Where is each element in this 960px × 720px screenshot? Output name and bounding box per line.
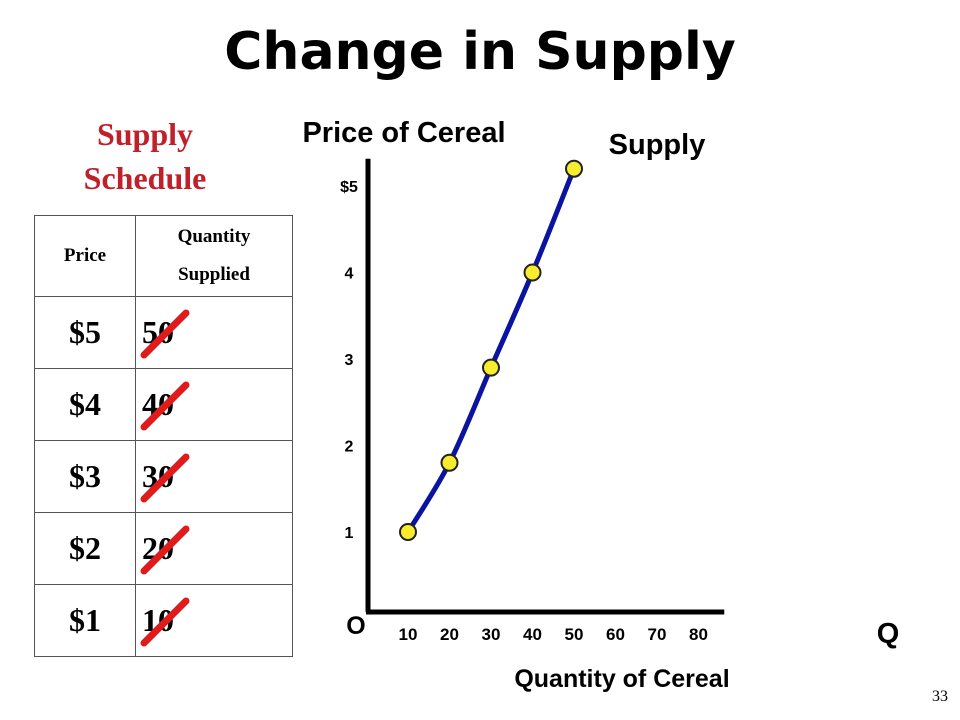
price-cell: $3 [34,440,136,513]
table-row: $1 10 [34,584,293,657]
x-axis-label: Quantity of Cereal [514,665,729,693]
price-column-header: Price [34,215,136,297]
y-tick-labels: $5 4 3 2 1 [340,179,358,542]
data-point [523,263,542,282]
table-row: $5 50 [34,296,293,369]
x-tick-labels: 10 20 30 40 50 60 70 80 [399,625,708,644]
x-axis-symbol: Q [877,618,900,650]
quantity-cell: 30 [135,440,293,513]
y-tick-label: 4 [345,266,354,283]
data-point [399,523,417,541]
check-mark-icon [140,381,190,431]
axes [365,158,725,615]
data-point [565,159,583,178]
x-tick-label: 50 [565,625,584,644]
series-group [399,159,583,541]
table-row: $4 40 [34,368,293,441]
table-row: $2 20 [34,512,293,585]
y-tick-label: $5 [340,179,358,196]
quantity-cell: 20 [135,512,293,585]
x-tick-label: 30 [482,625,501,644]
page-number: 33 [932,688,948,705]
x-tick-label: 10 [399,625,418,644]
check-mark-icon [140,597,190,647]
schedule-heading: Supply Schedule [60,112,230,200]
quantity-cell: 40 [135,368,293,441]
x-tick-label: 60 [606,625,625,644]
price-cell: $4 [34,368,136,441]
origin-label: O [346,612,365,640]
schedule-heading-line2: Schedule [83,160,207,196]
x-tick-label: 80 [689,625,708,644]
data-point [482,358,500,377]
supply-schedule-table: Price Quantity Supplied $5 50 $4 40 $3 3… [34,215,293,657]
slide-title: Change in Supply [224,22,736,82]
price-cell: $1 [34,584,136,657]
series-label: Supply [609,129,706,161]
quantity-column-header: Quantity Supplied [135,215,293,297]
check-mark-icon [140,525,190,575]
y-tick-label: 3 [345,352,354,369]
chart-title: Price of Cereal [302,117,505,149]
check-mark-icon [140,453,190,503]
price-cell: $5 [34,296,136,369]
table-row: $3 30 [34,440,293,513]
x-tick-label: 40 [523,625,542,644]
data-point [440,453,459,472]
table-header-row: Price Quantity Supplied [34,215,293,297]
quantity-cell: 50 [135,296,293,369]
x-tick-label: 20 [440,625,459,644]
y-tick-label: 2 [345,439,354,456]
x-tick-label: 70 [648,625,667,644]
y-tick-label: 1 [345,525,354,542]
quantity-header-line2: Supplied [178,264,250,285]
supply-curve [405,166,577,535]
quantity-cell: 10 [135,584,293,657]
check-mark-icon [140,309,190,359]
schedule-heading-line1: Supply [96,116,194,152]
price-cell: $2 [34,512,136,585]
quantity-header-line1: Quantity [177,226,251,247]
